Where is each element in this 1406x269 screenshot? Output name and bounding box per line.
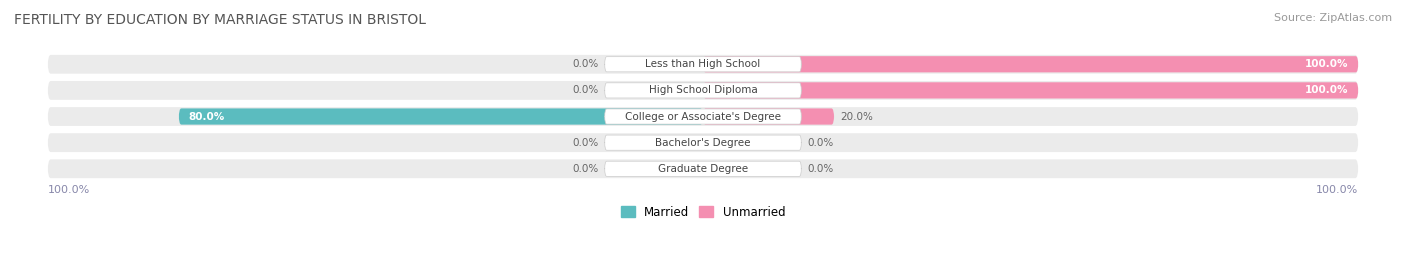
FancyBboxPatch shape bbox=[48, 159, 1358, 178]
FancyBboxPatch shape bbox=[703, 108, 834, 125]
Text: 100.0%: 100.0% bbox=[48, 185, 90, 195]
Text: 80.0%: 80.0% bbox=[188, 112, 225, 122]
FancyBboxPatch shape bbox=[48, 107, 1358, 126]
Text: Graduate Degree: Graduate Degree bbox=[658, 164, 748, 174]
Text: 100.0%: 100.0% bbox=[1305, 85, 1348, 95]
Text: 0.0%: 0.0% bbox=[572, 85, 598, 95]
FancyBboxPatch shape bbox=[605, 109, 801, 124]
Text: 0.0%: 0.0% bbox=[572, 164, 598, 174]
FancyBboxPatch shape bbox=[48, 55, 1358, 74]
FancyBboxPatch shape bbox=[605, 135, 801, 150]
FancyBboxPatch shape bbox=[703, 56, 1358, 72]
Text: 100.0%: 100.0% bbox=[1316, 185, 1358, 195]
Legend: Married, Unmarried: Married, Unmarried bbox=[620, 206, 786, 219]
FancyBboxPatch shape bbox=[605, 57, 801, 72]
Text: 100.0%: 100.0% bbox=[1305, 59, 1348, 69]
Text: High School Diploma: High School Diploma bbox=[648, 85, 758, 95]
Text: 0.0%: 0.0% bbox=[572, 59, 598, 69]
Text: Bachelor's Degree: Bachelor's Degree bbox=[655, 138, 751, 148]
Text: FERTILITY BY EDUCATION BY MARRIAGE STATUS IN BRISTOL: FERTILITY BY EDUCATION BY MARRIAGE STATU… bbox=[14, 13, 426, 27]
Text: Source: ZipAtlas.com: Source: ZipAtlas.com bbox=[1274, 13, 1392, 23]
FancyBboxPatch shape bbox=[48, 81, 1358, 100]
Text: 20.0%: 20.0% bbox=[841, 112, 873, 122]
FancyBboxPatch shape bbox=[605, 83, 801, 98]
FancyBboxPatch shape bbox=[179, 108, 703, 125]
Text: Less than High School: Less than High School bbox=[645, 59, 761, 69]
Text: 0.0%: 0.0% bbox=[808, 164, 834, 174]
Text: 0.0%: 0.0% bbox=[808, 138, 834, 148]
Text: 0.0%: 0.0% bbox=[572, 138, 598, 148]
FancyBboxPatch shape bbox=[605, 161, 801, 176]
Text: College or Associate's Degree: College or Associate's Degree bbox=[626, 112, 780, 122]
FancyBboxPatch shape bbox=[703, 82, 1358, 98]
FancyBboxPatch shape bbox=[48, 133, 1358, 152]
